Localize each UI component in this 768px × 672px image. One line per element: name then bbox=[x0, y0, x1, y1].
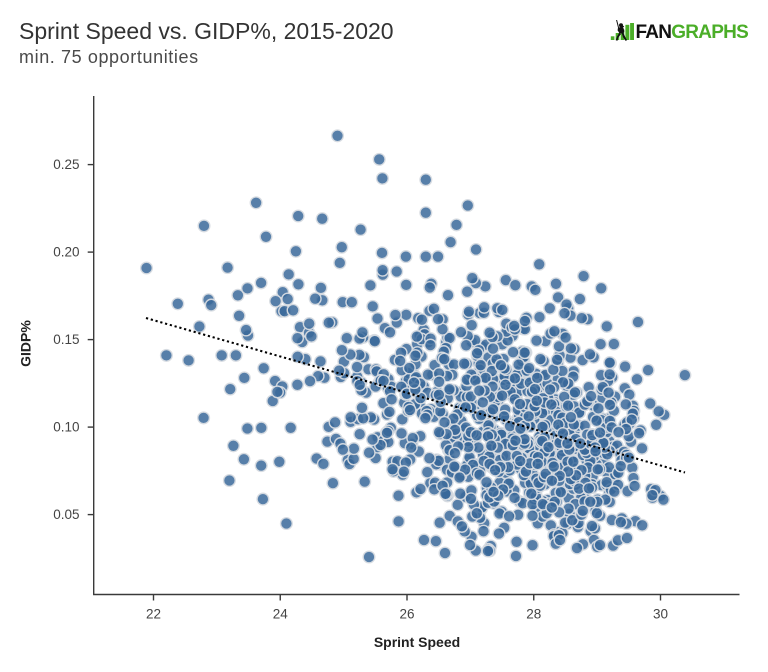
svg-text:Sprint Speed vs. GIDP%, 2015-2: Sprint Speed vs. GIDP%, 2015-2020 bbox=[19, 18, 394, 44]
svg-text:FANGRAPHS: FANGRAPHS bbox=[636, 22, 749, 43]
svg-text:Sprint Speed: Sprint Speed bbox=[374, 634, 460, 650]
svg-text:22: 22 bbox=[146, 607, 161, 622]
svg-text:min. 75 opportunities: min. 75 opportunities bbox=[19, 47, 199, 67]
svg-text:0.05: 0.05 bbox=[53, 507, 79, 522]
svg-text:24: 24 bbox=[273, 607, 289, 622]
svg-text:28: 28 bbox=[526, 607, 541, 622]
svg-text:0.15: 0.15 bbox=[53, 332, 79, 347]
svg-text:0.25: 0.25 bbox=[53, 157, 79, 172]
svg-text:26: 26 bbox=[399, 607, 414, 622]
svg-text:GIDP%: GIDP% bbox=[18, 320, 34, 367]
svg-text:30: 30 bbox=[653, 607, 668, 622]
svg-text:0.10: 0.10 bbox=[53, 420, 79, 435]
svg-text:0.20: 0.20 bbox=[53, 245, 79, 260]
